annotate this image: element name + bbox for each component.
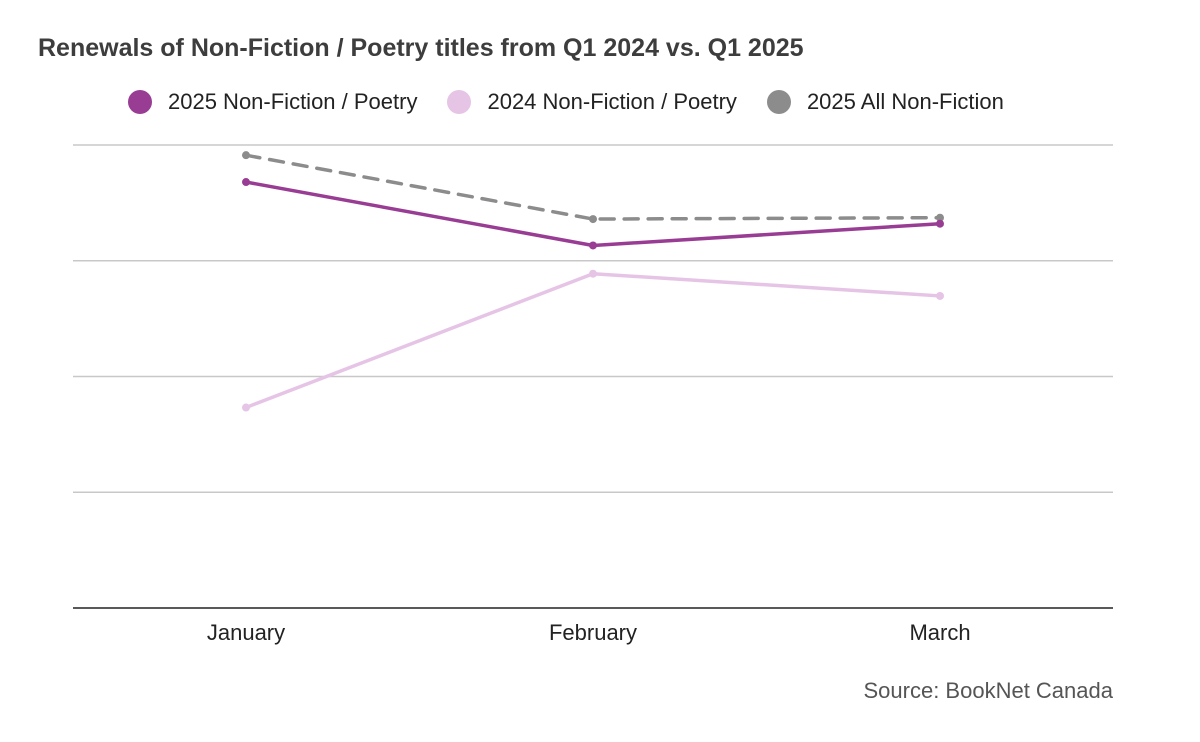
legend-marker-2025-all-nonfiction — [766, 90, 791, 114]
series-2-point-1 — [589, 215, 597, 224]
series-line-2 — [244, 153, 942, 221]
legend-label-2025-nonfiction-poetry: 2025 Non-Fiction / Poetry — [168, 89, 418, 114]
source-note: Source: BookNet Canada — [863, 678, 1114, 703]
chart-title: Renewals of Non-Fiction / Poetry titles … — [38, 34, 804, 62]
legend-item-2024-nonfiction-poetry[interactable]: 2024 Non-Fiction / Poetry — [447, 89, 737, 115]
legend-label-2025-all-nonfiction: 2025 All Non-Fiction — [806, 89, 1004, 114]
series-line-1 — [244, 271, 942, 410]
x-tick-label-january: January — [207, 620, 285, 645]
series-2-point-0 — [242, 151, 250, 160]
legend-label-2024-nonfiction-poetry: 2024 Non-Fiction / Poetry — [487, 89, 737, 114]
x-tick-label-february: February — [549, 620, 637, 645]
series-1-point-2 — [936, 291, 944, 300]
legend: 2025 Non-Fiction / Poetry 2024 Non-Ficti… — [128, 86, 1034, 118]
series-1-point-0 — [242, 403, 250, 412]
series-0-point-0 — [242, 178, 250, 187]
legend-marker-2025-nonfiction-poetry — [128, 90, 152, 114]
legend-item-2025-nonfiction-poetry[interactable]: 2025 Non-Fiction / Poetry — [128, 89, 417, 115]
series-0-point-1 — [589, 241, 597, 250]
series-1-point-1 — [589, 269, 597, 278]
series-0-point-2 — [936, 219, 944, 228]
series-line-0 — [244, 180, 942, 248]
series-2-point-2 — [936, 213, 944, 222]
legend-marker-2024-nonfiction-poetry — [447, 90, 472, 114]
legend-item-2025-all-nonfiction[interactable]: 2025 All Non-Fiction — [766, 89, 1004, 115]
x-tick-label-march: March — [909, 620, 970, 645]
